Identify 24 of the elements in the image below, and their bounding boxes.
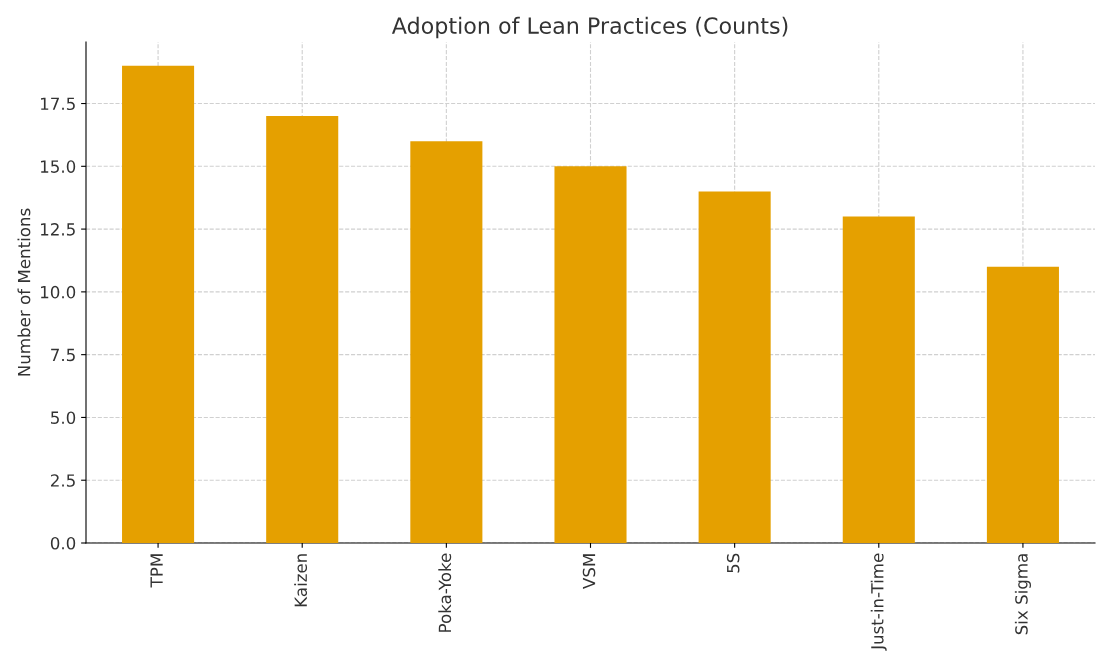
x-tick-label: Poka-Yoke [438,553,452,632]
bar [842,216,915,543]
x-tick-label: Six Sigma [1014,554,1031,635]
y-axis-title: Number of Mentions [17,208,31,376]
x-tick-label: TPM [150,554,163,588]
y-tick-label: 0.0 [50,536,76,550]
bar [122,65,195,543]
y-tick-label: 5.0 [51,411,76,425]
bar [554,166,627,543]
bar [698,191,771,543]
x-tick-label: Just-in-Time [870,553,887,651]
y-tick-label: 12.5 [41,223,75,236]
y-tick-label: 2.5 [50,474,75,487]
x-tick-label: Kaizen [294,554,308,607]
bar [986,266,1059,543]
y-tick-label: 17.5 [41,97,75,111]
y-tick-label: 15.0 [41,160,76,173]
y-tick-label: 10.0 [41,285,76,299]
bar [266,116,339,543]
x-tick-label: 5S [726,553,740,573]
x-tick-label: VSM [582,554,596,589]
bar [410,141,483,543]
y-tick-label: 7.5 [51,348,75,362]
chart-title: Adoption of Lean Practices (Counts) [391,16,788,39]
